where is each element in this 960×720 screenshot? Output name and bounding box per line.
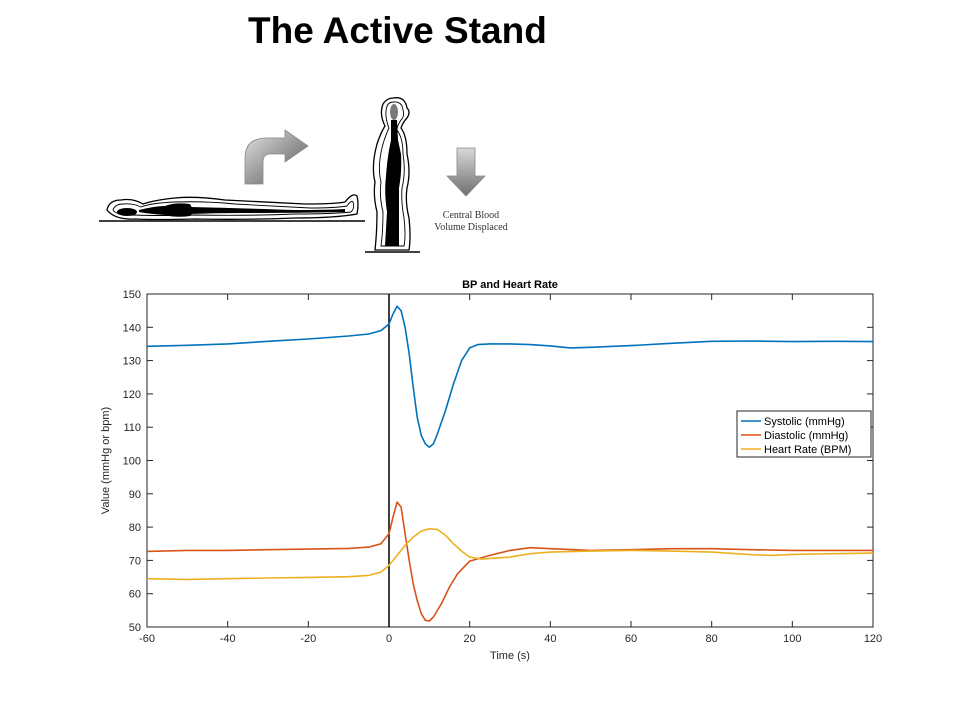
legend-label-0: Systolic (mmHg) [764,416,845,428]
x-tick-label: 20 [464,633,476,645]
legend-label-2: Heart Rate (BPM) [764,444,851,456]
y-tick-label: 90 [129,489,141,501]
x-tick-label: -20 [300,633,316,645]
x-tick-label: -40 [220,633,236,645]
y-tick-label: 110 [123,422,141,434]
y-tick-label: 100 [123,456,141,468]
series-line-2 [146,528,874,581]
axis-ticks: -60 -40 -20 0 20 40 60 80 100 120 50 60 70 80 90 100 110… [123,289,883,645]
slide-title: The Active Stand [248,10,547,51]
active-stand-illustration: Central Blood Volume Displaced [99,97,508,253]
legend: Systolic (mmHg) Diastolic (mmHg) Heart Rat… [736,410,872,458]
series-line-1 [146,501,873,622]
illustration-caption-line1: Central Blood [443,210,499,221]
y-tick-label: 70 [129,555,141,567]
y-tick-label: 150 [123,289,141,301]
series-lines [146,305,874,622]
x-tick-label: 100 [783,633,801,645]
x-tick-label: 40 [544,633,556,645]
bp-heart-rate-chart: BP and Heart Rate -60 -40 -20 0 20 40 60 80 100 1… [92,274,892,671]
standing-person-icon [365,97,420,253]
chart-svg: BP and Heart Rate -60 -40 -20 0 20 40 60 80 100 1… [100,279,883,662]
curved-arrow-icon [244,129,309,185]
down-arrow-icon [446,147,486,197]
x-tick-label: 120 [864,633,882,645]
y-tick-label: 120 [123,389,141,401]
y-tick-label: 140 [123,322,141,334]
illustration-caption-line2: Volume Displaced [434,222,507,233]
x-tick-label: 0 [386,633,392,645]
x-tick-label: 80 [706,633,718,645]
x-tick-label: 60 [625,633,637,645]
series-line-0 [146,305,874,448]
y-tick-label: 80 [129,522,141,534]
chart-title: BP and Heart Rate [462,279,558,291]
y-tick-label: 130 [123,356,141,368]
y-tick-label: 60 [129,589,141,601]
x-axis-label: Time (s) [490,650,530,662]
y-axis-label: Value (mmHg or bpm) [100,407,112,514]
x-tick-label: -60 [139,633,155,645]
supine-person-icon [99,194,365,222]
y-tick-label: 50 [129,622,141,634]
legend-label-1: Diastolic (mmHg) [764,430,848,442]
